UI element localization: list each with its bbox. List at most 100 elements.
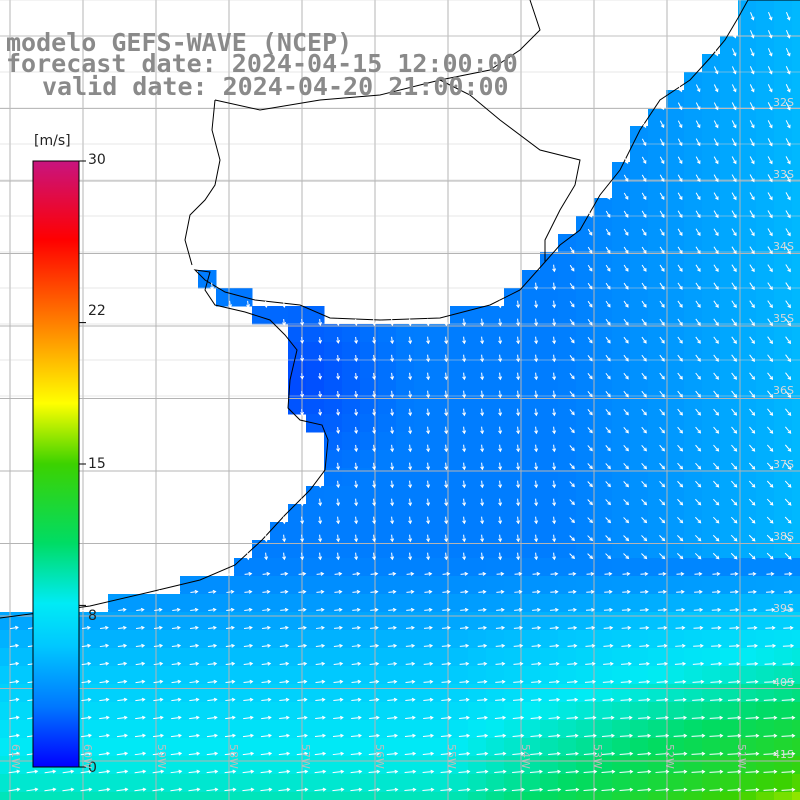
wind-arrow: [587, 373, 593, 379]
wind-arrow-head: [70, 787, 75, 792]
wind-arrow-head: [625, 429, 629, 434]
wind-arrow-head: [715, 214, 719, 219]
wind-arrow-head: [374, 571, 379, 576]
wind-arrow: [391, 462, 393, 470]
wind-cell: [252, 576, 271, 595]
wind-arrow-head: [769, 537, 774, 542]
wind-arrow: [297, 645, 307, 647]
wind-arrow: [463, 372, 465, 380]
wind-arrow: [427, 372, 429, 380]
wind-arrow-head: [679, 339, 683, 344]
wind-arrow: [355, 372, 357, 380]
wind-arrow: [170, 734, 182, 738]
wind-arrow: [427, 552, 429, 560]
wind-arrow-head: [628, 679, 633, 684]
wind-cell: [504, 378, 523, 397]
wind-cell: [522, 792, 541, 800]
wind-arrow-head: [661, 465, 666, 470]
wind-arrow: [605, 192, 611, 200]
wind-cell: [432, 738, 451, 757]
wind-cell: [522, 720, 541, 739]
wind-arrow-head: [557, 769, 562, 774]
wind-arrow: [427, 354, 429, 362]
wind-cell: [486, 414, 505, 433]
wind-arrow: [117, 680, 127, 684]
wind-arrow: [170, 770, 182, 774]
wind-cell: [90, 720, 109, 739]
wind-arrow-head: [176, 625, 181, 630]
wind-cell: [792, 306, 800, 325]
wind-arrow-head: [267, 661, 272, 666]
wind-arrow: [517, 462, 519, 470]
wind-arrow-head: [249, 643, 254, 648]
wind-arrow-head: [697, 411, 701, 416]
wind-arrow: [350, 734, 362, 738]
wind-arrow: [655, 789, 669, 791]
wind-arrow-head: [520, 751, 525, 756]
wind-arrow-head: [682, 679, 687, 684]
wind-arrow-head: [428, 589, 433, 594]
wind-cell: [108, 774, 127, 793]
wind-cell: [504, 342, 523, 361]
wind-arrow: [225, 716, 235, 720]
wind-arrow: [767, 246, 773, 254]
wind-arrow: [553, 480, 555, 488]
wind-arrow: [517, 498, 519, 506]
wind-cell: [702, 288, 721, 307]
wind-cell: [306, 774, 325, 793]
wind-cell: [756, 306, 775, 325]
wind-cell: [414, 612, 433, 631]
wind-arrow-head: [791, 751, 796, 756]
wind-arrow-head: [516, 538, 521, 543]
wind-arrow-head: [679, 268, 683, 272]
wind-arrow: [745, 771, 759, 773]
wind-arrow: [463, 426, 465, 434]
wind-arrow: [460, 609, 468, 611]
wind-arrow-head: [574, 679, 578, 684]
wind-arrow-head: [464, 589, 469, 594]
wind-arrow-head: [661, 232, 665, 236]
wind-arrow-head: [266, 571, 271, 576]
wind-arrow: [746, 645, 758, 647]
wind-arrow-head: [588, 303, 593, 308]
wind-cell: [288, 540, 307, 559]
wind-arrow-head: [589, 429, 593, 434]
wind-arrow-head: [213, 679, 218, 684]
wind-cell: [414, 522, 433, 541]
wind-arrow-head: [552, 484, 557, 489]
wind-arrow-head: [642, 214, 647, 218]
wind-cell: [612, 288, 631, 307]
wind-cell: [360, 702, 379, 721]
wind-cell: [684, 90, 703, 109]
wind-arrow-head: [647, 787, 652, 792]
wind-arrow: [373, 318, 375, 326]
wind-arrow-head: [589, 555, 594, 560]
wind-cell: [468, 324, 487, 343]
wind-arrow-head: [212, 589, 217, 594]
wind-arrow-head: [733, 447, 738, 452]
wind-arrow-head: [303, 661, 308, 666]
wind-arrow-head: [750, 88, 755, 93]
wind-cell: [612, 180, 631, 199]
wind-cell: [720, 216, 739, 235]
wind-arrow-head: [356, 607, 361, 612]
wind-arrow-head: [339, 661, 344, 666]
wind-cell: [450, 738, 469, 757]
wind-arrow-head: [159, 697, 164, 702]
wind-cell: [702, 162, 721, 181]
wind-arrow: [785, 300, 791, 308]
wind-arrow-head: [787, 124, 791, 129]
wind-arrow-head: [248, 607, 253, 612]
wind-arrow-head: [786, 16, 791, 21]
wind-arrow: [8, 788, 20, 792]
wind-arrow-head: [769, 196, 773, 201]
wind-arrow-head: [683, 769, 688, 774]
wind-arrow-head: [123, 697, 128, 702]
wind-arrow-head: [336, 430, 341, 434]
wind-cell: [396, 774, 415, 793]
wind-cell: [648, 702, 667, 721]
wind-arrow-head: [428, 607, 433, 612]
wind-arrow-head: [372, 340, 377, 345]
wind-cell: [540, 612, 559, 631]
wind-arrow: [153, 662, 163, 666]
